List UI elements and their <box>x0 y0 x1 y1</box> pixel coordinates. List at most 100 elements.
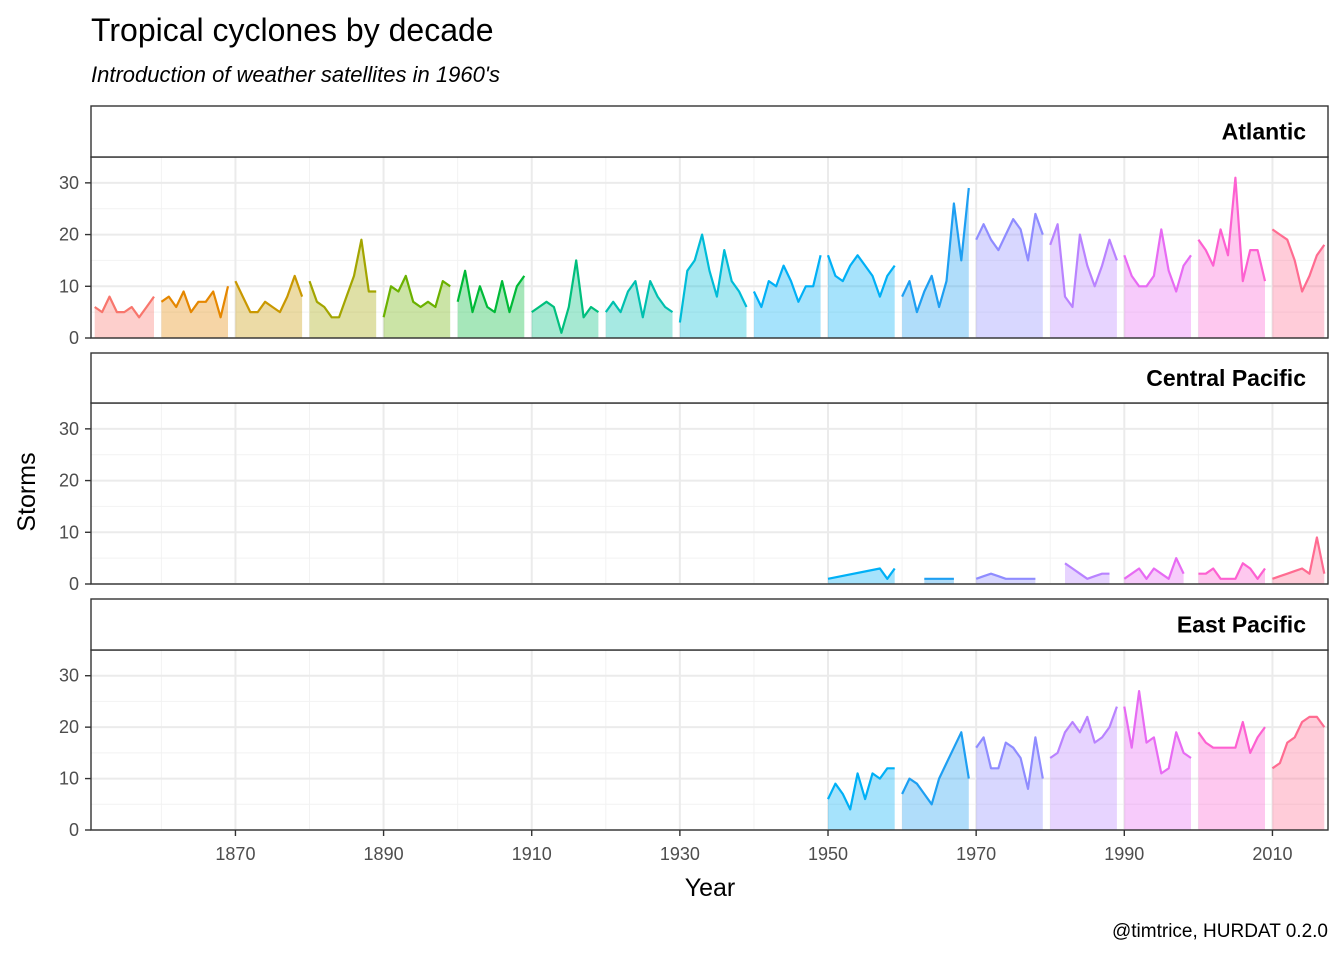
series-area <box>1124 229 1191 338</box>
panel-central-pacific: Central Pacific 0 10 20 30 <box>59 352 1329 594</box>
series-area <box>976 737 1043 830</box>
series-1950 <box>827 767 895 830</box>
series-1850 <box>94 295 155 338</box>
series-line <box>901 731 970 806</box>
series-2000 <box>1197 176 1267 338</box>
facet-strip-label: Central Pacific <box>1146 365 1306 391</box>
series-1920 <box>604 280 674 338</box>
plot-background <box>91 650 1328 830</box>
series-1960 <box>924 577 954 584</box>
y-tick-label: 10 <box>59 276 79 296</box>
series-1980 <box>1049 223 1118 338</box>
series-line <box>975 736 1044 790</box>
series-area <box>457 270 525 338</box>
series-line <box>1123 690 1192 775</box>
series-1860 <box>160 286 230 338</box>
series-line <box>827 767 895 811</box>
series-area <box>1198 177 1265 338</box>
series-area <box>383 275 451 338</box>
series-line <box>94 295 155 319</box>
series-line <box>234 274 304 314</box>
series-1940 <box>752 255 822 338</box>
series-1970 <box>975 212 1044 338</box>
series-2000 <box>1198 562 1266 584</box>
series-1880 <box>308 238 377 338</box>
series-line <box>308 238 377 319</box>
series-area <box>94 296 154 338</box>
series-area <box>235 275 303 338</box>
x-tick-label: 1870 <box>215 844 255 864</box>
y-axis-title: Storms <box>13 452 41 531</box>
x-tick-label: 1910 <box>512 844 552 864</box>
y-tick-label: 30 <box>59 666 79 686</box>
y-tick-label: 20 <box>59 471 79 491</box>
y-tick-label: 20 <box>59 225 79 245</box>
series-1930 <box>678 233 748 338</box>
series-area <box>828 768 895 830</box>
series-line <box>382 274 451 318</box>
series-2010 <box>1271 715 1326 830</box>
series-area <box>1272 537 1325 584</box>
series-area <box>531 260 599 338</box>
facet-strip <box>90 598 1329 651</box>
y-tick-label: 10 <box>59 769 79 789</box>
y-tick-label: 30 <box>59 419 79 439</box>
series-area <box>828 568 895 584</box>
y-tick-label: 0 <box>69 328 79 348</box>
series-1980 <box>1049 706 1118 830</box>
series-line <box>975 212 1044 262</box>
x-axis: 1870 1890 1910 1930 1950 1970 1990 2010 <box>215 830 1292 864</box>
y-tick-label: 0 <box>69 574 79 594</box>
series-line <box>752 255 822 309</box>
series-1970 <box>975 736 1044 830</box>
series-2010 <box>1271 228 1326 338</box>
series-line <box>678 233 748 323</box>
series-1870 <box>234 274 304 338</box>
series-line <box>826 254 896 298</box>
series-area <box>902 732 969 830</box>
series-area <box>309 239 377 338</box>
series-area <box>1124 558 1184 584</box>
series-1950 <box>826 254 896 338</box>
chart-caption: @timtrice, HURDAT 0.2.0 <box>1112 921 1328 942</box>
series-area <box>924 578 954 584</box>
series-area <box>1050 706 1117 830</box>
series-1990 <box>1123 228 1192 338</box>
series-1900 <box>456 269 526 338</box>
x-tick-label: 1970 <box>956 844 996 864</box>
series-line <box>1049 223 1118 309</box>
series-area <box>1272 716 1325 830</box>
facet-strip <box>90 105 1329 158</box>
series-line <box>827 567 896 580</box>
y-tick-label: 30 <box>59 173 79 193</box>
chart-subtitle: Introduction of weather satellites in 19… <box>91 62 500 87</box>
series-line <box>1272 536 1326 580</box>
series-area <box>828 255 895 338</box>
series-1990 <box>1123 690 1192 830</box>
facet-strip-label: Atlantic <box>1222 119 1307 145</box>
series-1890 <box>382 274 451 338</box>
y-tick-label: 0 <box>69 820 79 840</box>
series-1960 <box>901 731 970 830</box>
series-area <box>1050 224 1117 338</box>
series-line <box>1197 176 1267 283</box>
series-line <box>160 286 230 319</box>
series-area <box>753 255 821 338</box>
series-line <box>1123 228 1192 293</box>
series-line <box>456 269 526 314</box>
series-line <box>1197 720 1266 754</box>
x-tick-label: 1930 <box>660 844 700 864</box>
plot-background <box>91 403 1328 584</box>
panel-atlantic: Atlantic 0 10 20 30 <box>59 105 1329 348</box>
facet-strip <box>90 352 1329 404</box>
panel-east-pacific: East Pacific 0 10 20 30 <box>59 598 1329 840</box>
series-area <box>1065 563 1110 584</box>
series-1990 <box>1123 557 1185 584</box>
series-line <box>901 187 970 314</box>
series-area <box>161 286 228 338</box>
series-line <box>1064 562 1110 580</box>
series-2000 <box>1197 720 1266 830</box>
series-line <box>975 572 1036 580</box>
plot-background <box>91 157 1328 338</box>
